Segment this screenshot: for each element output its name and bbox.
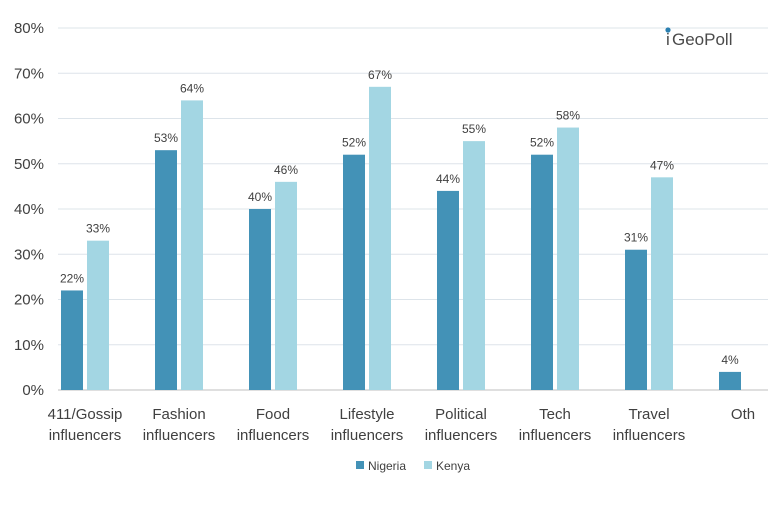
x-tick-label: influencers bbox=[613, 427, 686, 444]
x-tick-label: Travel bbox=[628, 406, 669, 423]
y-tick-label: 50% bbox=[14, 156, 44, 173]
y-tick-label: 0% bbox=[22, 382, 44, 399]
y-tick-label: 10% bbox=[14, 337, 44, 354]
y-tick-label: 30% bbox=[14, 246, 44, 263]
legend-swatch-nigeria bbox=[356, 461, 364, 469]
legend-swatch-kenya bbox=[424, 461, 432, 469]
data-label: 58% bbox=[556, 109, 580, 123]
bar-nigeria bbox=[343, 154, 365, 390]
bar-nigeria bbox=[719, 371, 741, 390]
data-label: 22% bbox=[60, 271, 84, 285]
geopoll-logo: i GeoPoll bbox=[665, 27, 732, 49]
x-tick-label: Food bbox=[256, 406, 290, 423]
data-label: 44% bbox=[436, 172, 460, 186]
y-tick-label: 60% bbox=[14, 111, 44, 128]
legend-label-nigeria: Nigeria bbox=[368, 459, 406, 473]
bar-nigeria bbox=[155, 150, 177, 390]
y-tick-label: 20% bbox=[14, 292, 44, 309]
data-label: 53% bbox=[154, 131, 178, 145]
data-label: 47% bbox=[650, 158, 674, 172]
bar-kenya bbox=[369, 86, 391, 390]
data-label: 33% bbox=[86, 222, 110, 236]
x-tick-label: Fashion bbox=[152, 406, 205, 423]
y-axis: 0% 10% 20% 30% 40% 50% 60% 70% 80% bbox=[14, 20, 44, 399]
x-tick-label: influencers bbox=[143, 427, 216, 444]
legend-label-kenya: Kenya bbox=[436, 459, 470, 473]
x-tick-label: Oth bbox=[731, 406, 755, 423]
y-tick-label: 40% bbox=[14, 201, 44, 218]
x-tick-label: Tech bbox=[539, 406, 571, 423]
data-label: 67% bbox=[368, 68, 392, 82]
data-label: 40% bbox=[248, 190, 272, 204]
data-label: 31% bbox=[624, 231, 648, 245]
data-label: 52% bbox=[530, 136, 554, 150]
x-axis: 411/Gossip influencers Fashion influencers F… bbox=[48, 406, 755, 444]
x-tick-label: influencers bbox=[425, 427, 498, 444]
data-label: 46% bbox=[274, 163, 298, 177]
bar-kenya bbox=[87, 240, 109, 390]
x-tick-label: Political bbox=[435, 406, 487, 423]
logo-prefix: i bbox=[666, 30, 670, 49]
x-tick-label: influencers bbox=[331, 427, 404, 444]
logo-text: GeoPoll bbox=[672, 30, 732, 49]
bar-kenya bbox=[651, 177, 673, 390]
data-label: 52% bbox=[342, 136, 366, 150]
bar-nigeria bbox=[61, 290, 83, 390]
bar-nigeria bbox=[531, 154, 553, 390]
bar-kenya bbox=[181, 100, 203, 391]
data-label: 55% bbox=[462, 122, 486, 136]
x-tick-label: influencers bbox=[49, 427, 122, 444]
bar-nigeria bbox=[437, 190, 459, 390]
data-labels: 22%33%53%64%40%46%52%67%44%55%52%58%31%4… bbox=[60, 68, 739, 367]
x-tick-label: influencers bbox=[237, 427, 310, 444]
bar-kenya bbox=[275, 181, 297, 390]
logo-dot-icon bbox=[665, 27, 671, 33]
bar-nigeria bbox=[249, 209, 271, 390]
data-label: 64% bbox=[180, 81, 204, 95]
bar-nigeria bbox=[625, 249, 647, 390]
bar-kenya bbox=[463, 141, 485, 390]
x-tick-label: Lifestyle bbox=[339, 406, 394, 423]
x-tick-label: 411/Gossip bbox=[48, 406, 123, 423]
data-label: 4% bbox=[721, 353, 739, 367]
x-tick-label: influencers bbox=[519, 427, 592, 444]
y-tick-label: 70% bbox=[14, 65, 44, 82]
y-tick-label: 80% bbox=[14, 20, 44, 37]
bar-kenya bbox=[557, 127, 579, 391]
legend: Nigeria Kenya bbox=[356, 459, 470, 473]
bars bbox=[61, 86, 741, 391]
